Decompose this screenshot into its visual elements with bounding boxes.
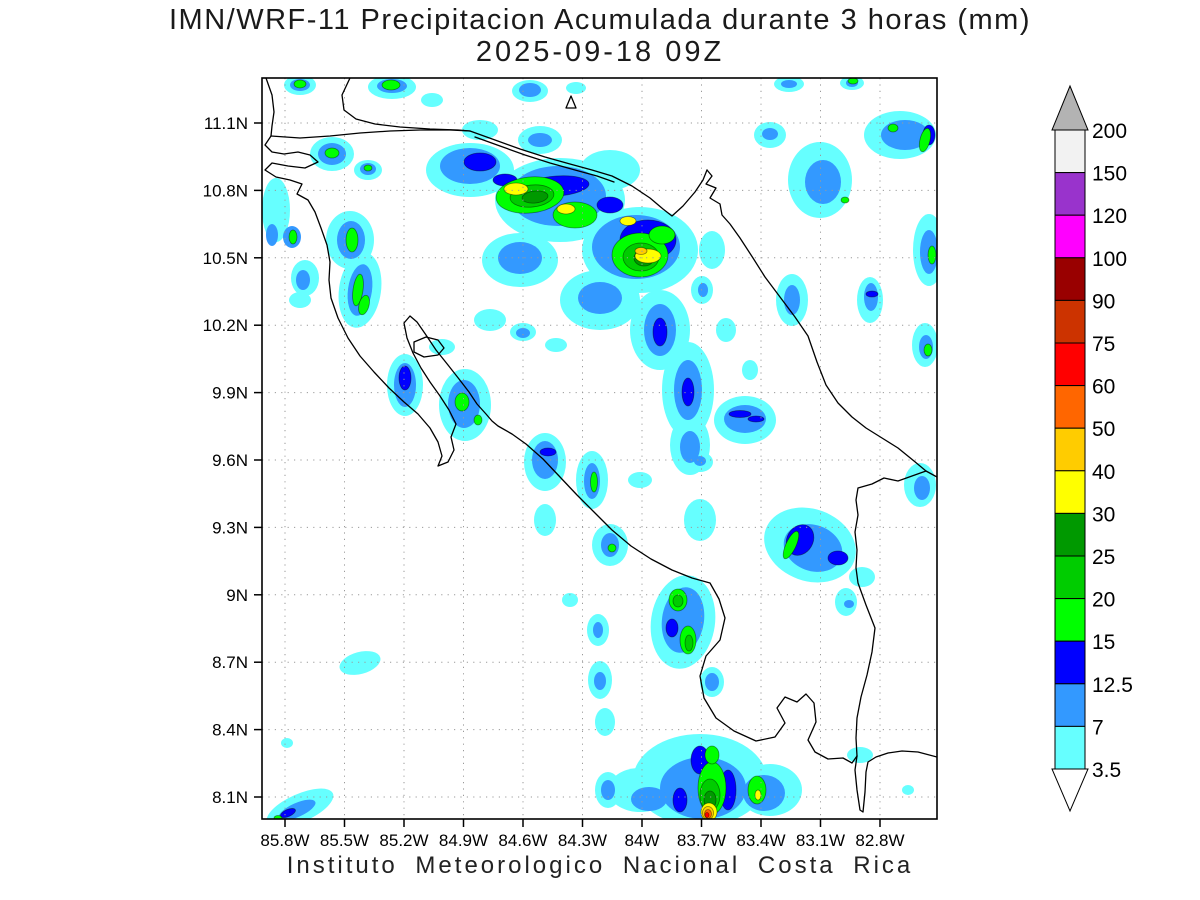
colorbar-label: 20	[1092, 589, 1115, 612]
chart-subtitle-datetime: 2025-09-18 09Z	[475, 36, 725, 68]
y-tick-label: 8.1N	[212, 788, 248, 807]
colorbar-segment	[1054, 470, 1086, 514]
x-tick-label: 83.4W	[736, 831, 785, 850]
panama-border	[854, 470, 927, 757]
nicaragua-pacific-coast	[265, 78, 275, 137]
nicaragua-border-river	[270, 129, 708, 217]
colorbar-label: 15	[1092, 631, 1115, 654]
colorbar-label: 25	[1092, 546, 1115, 569]
x-tick-label: 84.6W	[498, 831, 547, 850]
precipitation-layer	[262, 78, 937, 819]
precip-level-40plus	[634, 247, 714, 819]
colorbar-segment	[1054, 640, 1086, 685]
triangle-marker	[565, 95, 577, 109]
y-tick-label: 8.7N	[212, 653, 248, 672]
axis-tick-labels: 85.8W 85.5W 85.2W 84.9W 84.6W 84.3W 84W 83.7W 83…	[203, 114, 905, 850]
y-tick-label: 10.2N	[203, 316, 248, 335]
pacific-coast	[264, 135, 858, 764]
colorbar-segment	[1054, 385, 1086, 429]
colorbar-segment	[1054, 725, 1086, 770]
y-tick-label: 11.1N	[204, 114, 248, 133]
colorbar-label: 7	[1092, 716, 1104, 739]
y-tick-label: 9.3N	[212, 518, 248, 537]
colorbar-segment	[1054, 683, 1086, 727]
colorbar-segment	[1054, 214, 1086, 259]
colorbar-label: 12.5	[1092, 674, 1133, 697]
colorbar-segment	[1054, 342, 1086, 387]
axis-ticks	[254, 122, 881, 827]
x-tick-label: 84.9W	[439, 831, 488, 850]
colorbar: 200 150 120 100 90 75 60 50 40 30 25 20 15 12.5 7 3.5	[1051, 84, 1133, 813]
y-tick-label: 10.8N	[203, 181, 248, 200]
coastline	[264, 78, 937, 813]
colorbar-segment	[1054, 172, 1086, 216]
colorbar-label: 120	[1092, 205, 1127, 228]
colorbar-segment	[1054, 129, 1086, 174]
colorbar-label: 90	[1092, 290, 1115, 313]
y-tick-label: 9.9N	[212, 384, 248, 403]
plot-frame	[261, 77, 938, 820]
colorbar-below-arrow	[1051, 768, 1089, 813]
colorbar-segment	[1054, 299, 1086, 344]
y-tick-label: 9N	[226, 586, 248, 605]
burica-peninsula-and-panama-coast	[854, 750, 937, 813]
colorbar-label: 3.5	[1092, 759, 1121, 782]
x-tick-label: 85.5W	[320, 831, 369, 850]
colorbar-label: 40	[1092, 461, 1115, 484]
y-tick-label: 9.6N	[212, 451, 248, 470]
x-tick-label: 83.1W	[796, 831, 845, 850]
colorbar-label: 50	[1092, 418, 1115, 441]
colorbar-segment	[1054, 555, 1086, 600]
y-tick-label: 10.5N	[203, 249, 248, 268]
colorbar-segment	[1054, 257, 1086, 301]
x-tick-label: 84.3W	[558, 831, 607, 850]
colorbar-segment	[1054, 512, 1086, 557]
colorbar-label: 100	[1092, 248, 1127, 271]
chira-island	[413, 336, 445, 358]
caribbean-coast	[705, 169, 937, 478]
x-tick-label: 84W	[625, 831, 660, 850]
y-tick-label: 8.4N	[212, 721, 248, 740]
x-tick-label: 85.8W	[260, 831, 309, 850]
institution-footer: Instituto Meteorologico Nacional Costa R…	[286, 852, 914, 879]
colorbar-above-arrow	[1051, 84, 1089, 131]
x-tick-label: 85.2W	[379, 831, 428, 850]
colorbar-segment	[1054, 427, 1086, 472]
x-tick-label: 83.7W	[677, 831, 726, 850]
colorbar-label: 150	[1092, 163, 1127, 186]
colorbar-label: 60	[1092, 376, 1115, 399]
colorbar-segment	[1054, 598, 1086, 642]
san-juan-river-south-bank	[474, 136, 615, 183]
colorbar-label: 200	[1092, 120, 1127, 143]
colorbar-label: 75	[1092, 333, 1115, 356]
colorbar-label: 30	[1092, 503, 1115, 526]
x-tick-label: 82.8W	[855, 831, 904, 850]
chart-title: IMN/WRF-11 Precipitacion Acumulada duran…	[168, 4, 1032, 36]
